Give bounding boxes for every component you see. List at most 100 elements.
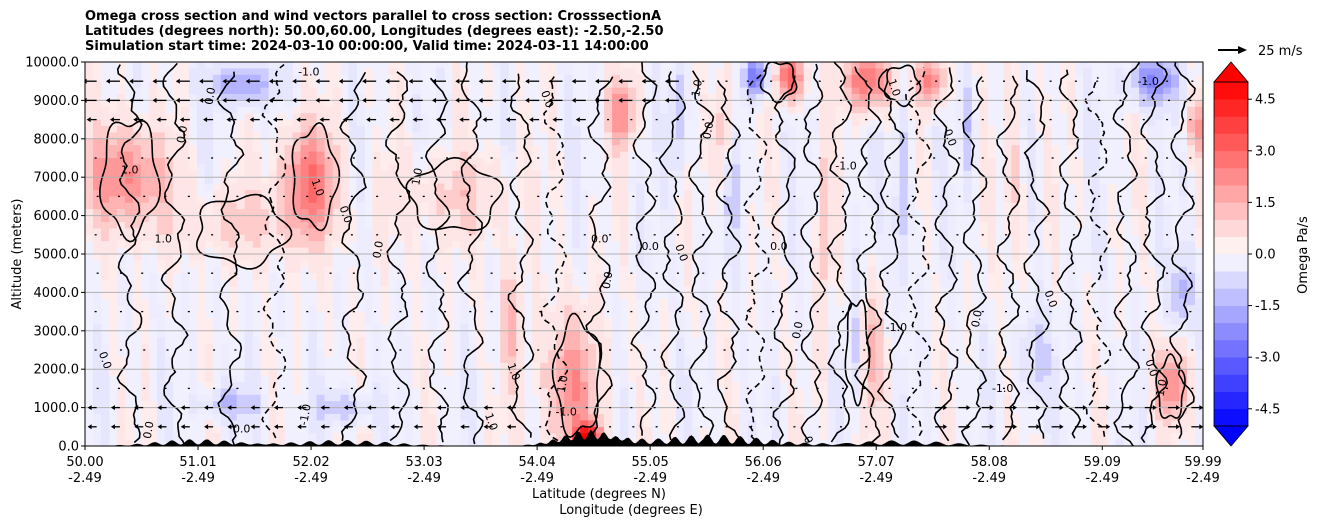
omega-cell	[556, 426, 565, 434]
omega-cell	[156, 337, 166, 344]
omega-cell	[116, 81, 126, 88]
omega-cell	[963, 202, 972, 210]
omega-cell	[540, 311, 549, 319]
omega-cell	[1051, 426, 1060, 434]
omega-cell	[827, 279, 837, 287]
omega-cell	[468, 382, 477, 389]
omega-cell	[644, 439, 653, 446]
omega-cell	[268, 279, 278, 287]
omega-cell	[931, 369, 940, 376]
omega-cell	[819, 222, 829, 229]
omega-cell	[819, 311, 829, 319]
omega-cell	[212, 394, 222, 402]
omega-cell	[723, 196, 733, 204]
omega-cell	[979, 164, 988, 172]
omega-cell	[987, 234, 996, 242]
omega-cell	[572, 190, 581, 197]
omega-cell	[508, 382, 517, 389]
omega-cell	[292, 318, 302, 325]
omega-cell	[891, 356, 900, 364]
omega-cell	[132, 222, 142, 229]
omega-cell	[548, 426, 557, 434]
omega-cell	[156, 177, 166, 184]
omega-cell	[332, 81, 341, 88]
omega-cell	[827, 407, 837, 415]
omega-cell	[835, 247, 845, 255]
omega-cell	[500, 407, 509, 415]
omega-cell	[452, 132, 461, 140]
omega-cell	[556, 298, 565, 306]
omega-cell	[340, 420, 349, 428]
omega-cell	[979, 433, 988, 440]
omega-cell	[867, 337, 876, 344]
omega-cell	[532, 433, 541, 440]
omega-cell	[827, 190, 837, 197]
omega-cell	[308, 222, 317, 229]
omega-cell	[923, 330, 932, 338]
omega-cell	[548, 190, 557, 197]
omega-cell	[276, 158, 286, 165]
omega-cell	[372, 394, 381, 402]
omega-cell	[92, 215, 102, 223]
omega-cell	[420, 279, 429, 287]
omega-cell	[819, 324, 829, 332]
omega-cell	[132, 292, 142, 300]
omega-cell	[1019, 279, 1028, 287]
omega-cell	[140, 228, 150, 236]
omega-cell	[763, 305, 773, 312]
omega-cell	[452, 202, 461, 210]
omega-cell	[1011, 414, 1020, 421]
omega-cell	[819, 305, 829, 312]
omega-cell	[667, 215, 677, 223]
omega-cell	[675, 170, 685, 178]
omega-cell	[1035, 260, 1044, 268]
omega-cell	[156, 138, 166, 146]
omega-cell	[811, 311, 821, 319]
omega-cell	[859, 119, 868, 127]
omega-cell	[564, 196, 573, 204]
omega-cell	[92, 350, 102, 357]
omega-cell	[300, 94, 309, 101]
omega-cell	[620, 273, 629, 280]
omega-cell	[212, 81, 222, 88]
omega-cell	[252, 337, 262, 344]
omega-cell	[116, 151, 126, 159]
omega-cell	[1019, 254, 1028, 261]
omega-cell	[939, 439, 948, 446]
omega-cell	[116, 170, 126, 178]
omega-cell	[468, 222, 477, 229]
omega-cell	[348, 87, 357, 95]
omega-cell	[819, 119, 829, 127]
omega-cell	[268, 215, 278, 223]
omega-cell	[500, 292, 509, 300]
omega-cell	[971, 62, 980, 69]
omega-cell	[308, 228, 317, 236]
omega-cell	[683, 183, 693, 191]
omega-cell	[795, 209, 805, 216]
omega-cell	[867, 145, 876, 152]
omega-cell	[987, 158, 996, 165]
omega-cell	[92, 119, 102, 127]
omega-cell	[428, 145, 437, 152]
omega-cell	[875, 305, 884, 312]
omega-cell	[468, 247, 477, 255]
omega-cell	[1035, 209, 1044, 216]
omega-cell	[979, 100, 988, 108]
omega-cell	[340, 145, 349, 152]
omega-cell	[835, 215, 845, 223]
omega-cell	[915, 145, 924, 152]
omega-cell	[308, 106, 317, 114]
omega-cell	[324, 343, 333, 351]
omega-cell	[659, 158, 669, 165]
omega-cell	[412, 369, 421, 376]
omega-cell	[707, 350, 717, 357]
omega-cell	[819, 266, 829, 274]
omega-cell	[612, 298, 621, 306]
omega-cell	[675, 394, 685, 402]
omega-cell	[500, 215, 509, 223]
omega-cell	[604, 62, 613, 69]
omega-cell	[164, 426, 174, 434]
omega-cell	[923, 356, 932, 364]
omega-cell	[172, 126, 182, 133]
omega-cell	[947, 202, 956, 210]
